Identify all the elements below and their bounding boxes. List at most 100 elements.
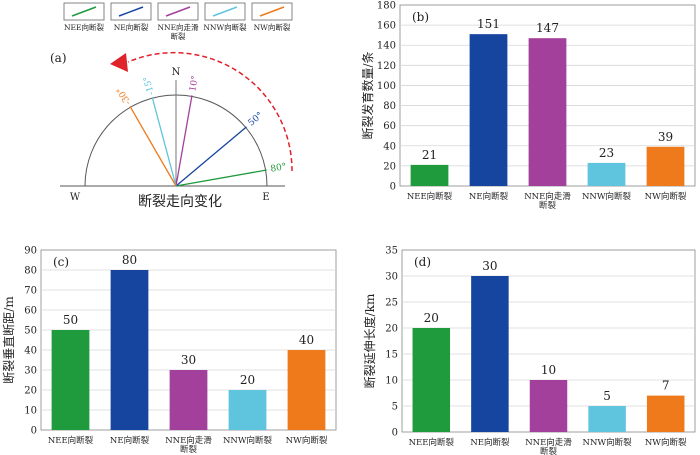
x-tick-label-3: NNW向断裂 (583, 437, 633, 448)
y-tick-label-8: 160 (377, 21, 396, 32)
rose-panel-label: (a) (50, 51, 67, 65)
x-tick-label-4: NW向断裂 (645, 191, 687, 202)
rose-line-1 (175, 126, 247, 187)
bar-0 (410, 164, 449, 186)
legend-line-1 (118, 6, 144, 17)
legend-line-2 (165, 6, 191, 17)
bar-2 (169, 370, 208, 430)
bar-2 (529, 380, 568, 432)
x-tick-label-4: NW向断裂 (645, 437, 687, 448)
bar-value-label-3: 5 (603, 389, 611, 403)
rose-line-0 (175, 169, 267, 187)
rose-line-label-3: -15° (142, 75, 157, 96)
legend-label-3: NNW向断裂 (203, 22, 247, 32)
y-tick-label-1: 5 (392, 402, 398, 413)
bar-value-label-3: 23 (599, 146, 614, 160)
y-tick-label-3: 30 (24, 366, 37, 377)
y-tick-label-3: 15 (385, 350, 398, 361)
rose-east-label: E (262, 192, 269, 203)
rose-diagram: (a) 80° 50° 10° -15° -30° N W E 断裂走向变化 (50, 51, 293, 210)
x-tick-label-2: NNE向走滑断裂 (524, 191, 571, 211)
x-tick-label-3: NNW向断裂 (582, 191, 632, 202)
y-tick-label-0: 0 (31, 426, 37, 437)
rotation-arrow-head (110, 53, 128, 72)
y-tick-label-4: 20 (385, 324, 398, 335)
rose-line-2 (175, 95, 193, 187)
bar-value-label-4: 39 (658, 130, 673, 144)
bar-3 (588, 406, 626, 432)
legend-line-0 (71, 6, 97, 17)
bar-value-label-1: 80 (122, 253, 137, 267)
y-tick-label-6: 60 (24, 306, 37, 317)
y-tick-label-7: 35 (385, 246, 398, 257)
rose-line-label-4: -30° (115, 85, 133, 106)
x-tick-label-0: NEE向断裂 (407, 191, 453, 202)
x-tick-label-1: NE向断裂 (469, 191, 509, 202)
rose-north-label: N (172, 67, 181, 78)
bar-0 (412, 328, 451, 432)
y-tick-label-2: 10 (385, 376, 398, 387)
bar-3 (587, 162, 626, 186)
y-tick-label-1: 20 (383, 161, 396, 172)
legend-label-2: NNE向走滑断裂 (157, 22, 199, 41)
y-tick-label-5: 25 (385, 298, 398, 309)
bar-1 (469, 34, 508, 187)
bar-value-label-3: 20 (240, 373, 255, 387)
y-tick-label-7: 70 (24, 286, 37, 297)
bar-value-label-1: 151 (477, 17, 500, 31)
bar-value-label-0: 20 (424, 311, 439, 325)
y-tick-label-9: 180 (377, 1, 396, 12)
rose-line-4 (129, 106, 177, 187)
legend-line-4 (259, 6, 285, 17)
y-tick-label-6: 30 (385, 272, 398, 283)
y-tick-label-2: 40 (383, 141, 396, 152)
x-tick-label-1: NE向断裂 (470, 437, 510, 448)
y-tick-label-0: 0 (392, 428, 398, 439)
x-tick-label-3: NNW向断裂 (223, 435, 273, 446)
bar-value-label-0: 21 (422, 148, 437, 162)
x-tick-label-2: NNE向走滑断裂 (525, 437, 572, 455)
chart-d: 0 5 10 15 20 25 30 35 断裂延伸长度/km (d) 20 NEE向断裂 30 NE向断… (362, 246, 696, 455)
y-tick-label-4: 80 (383, 101, 396, 112)
y-tick-label-5: 100 (377, 81, 396, 92)
y-tick-label-3: 60 (383, 121, 396, 132)
legend-label-1: NE向断裂 (114, 22, 149, 32)
rotation-arrow-arc (127, 51, 293, 172)
y-tick-label-6: 120 (377, 61, 396, 72)
rose-line-label-1: 50° (247, 111, 266, 129)
y-tick-label-4: 40 (24, 346, 37, 357)
rose-line-label-2: 10° (188, 75, 201, 92)
bar-1 (110, 270, 149, 430)
rose-line-3 (151, 96, 177, 187)
bar-2 (528, 38, 567, 186)
y-axis-label: 断裂延伸长度/km (362, 293, 377, 388)
bar-4 (646, 146, 685, 186)
bar-3 (228, 390, 267, 430)
bar-1 (471, 276, 509, 432)
legend: NEE向断裂 NE向断裂 NNE向走滑断裂 NNW向断裂 NW向断裂 (63, 2, 293, 41)
y-tick-label-2: 20 (24, 386, 37, 397)
legend-line-3 (212, 6, 238, 17)
bar-4 (646, 395, 685, 432)
panel-label: (c) (53, 255, 69, 269)
bar-value-label-2: 147 (536, 21, 559, 35)
bar-value-label-1: 30 (482, 259, 497, 273)
y-tick-label-0: 0 (390, 182, 396, 193)
x-tick-label-0: NEE向断裂 (48, 435, 94, 446)
rose-caption: 断裂走向变化 (138, 194, 222, 210)
y-tick-label-5: 50 (24, 326, 37, 337)
y-tick-label-7: 140 (377, 41, 396, 52)
x-tick-label-2: NNE向走滑断裂 (165, 435, 212, 455)
legend-label-0: NEE向断裂 (64, 22, 105, 32)
y-axis-label: 断裂垂直断距/m (1, 296, 16, 384)
bar-value-label-2: 30 (181, 353, 196, 367)
y-tick-label-1: 10 (24, 406, 37, 417)
legend-label-4: NW向断裂 (254, 22, 291, 32)
chart-b: 0 20 40 60 80 100 120 140 160 180 断裂发育数量/条 (b) 21 NEE… (360, 1, 696, 211)
y-tick-label-8: 80 (24, 266, 37, 277)
rose-lines: 80° 50° 10° -15° -30° (115, 75, 287, 187)
bar-value-label-4: 7 (662, 379, 670, 393)
y-tick-label-9: 90 (24, 246, 37, 257)
rose-line-label-0: 80° (270, 162, 287, 175)
